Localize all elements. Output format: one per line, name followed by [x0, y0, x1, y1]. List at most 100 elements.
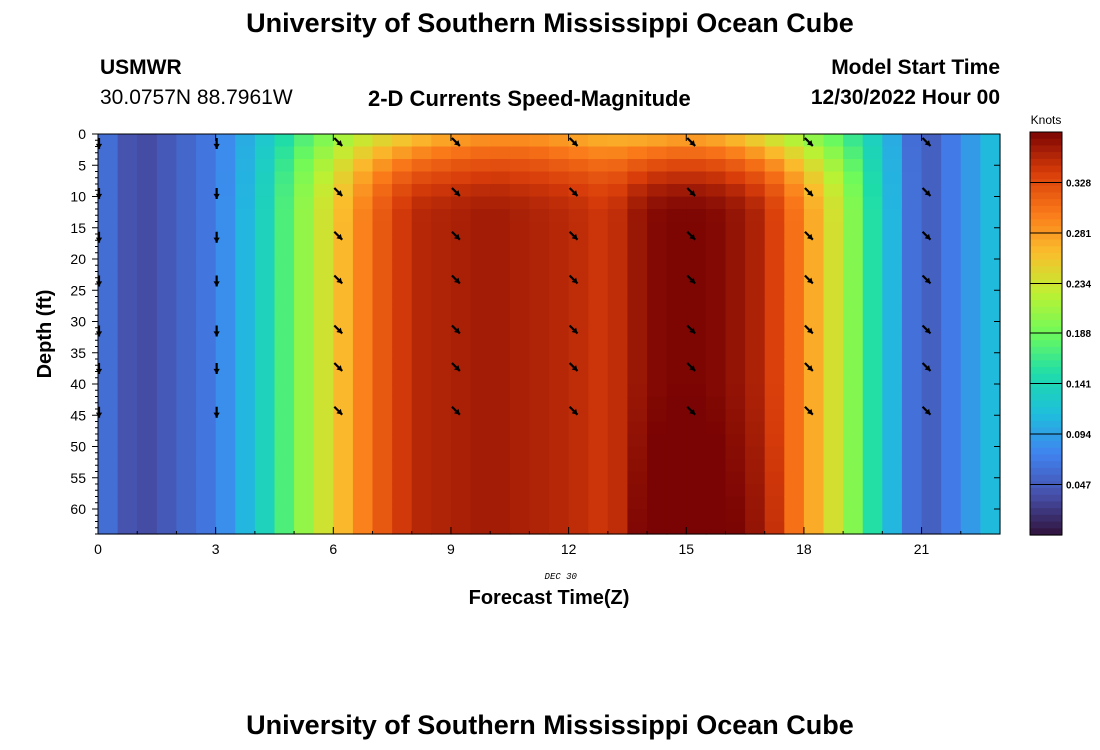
heatmap-cell: [490, 346, 511, 360]
heatmap-cell: [862, 471, 883, 485]
heatmap-cell: [490, 196, 511, 210]
heatmap-cell: [274, 496, 295, 510]
heatmap-cell: [196, 459, 217, 473]
heatmap-cell: [313, 471, 334, 485]
heatmap-cell: [98, 484, 119, 498]
heatmap-cell: [352, 384, 374, 398]
heatmap-cell: [921, 446, 942, 460]
heatmap-cell: [470, 371, 491, 385]
heatmap-cell: [235, 371, 256, 385]
heatmap-cell: [784, 271, 805, 285]
heatmap-cell: [627, 309, 648, 323]
heatmap-cell: [176, 146, 197, 160]
heatmap-cell: [274, 459, 295, 473]
heatmap-cell: [470, 184, 491, 198]
heatmap-cell: [705, 421, 727, 435]
heatmap-cell: [980, 171, 1001, 185]
heatmap-cell: [294, 396, 315, 410]
heatmap-cell: [666, 271, 687, 285]
heatmap-cell: [647, 459, 668, 473]
heatmap-cell: [274, 409, 295, 423]
heatmap-cell: [176, 496, 197, 510]
heatmap-cell: [431, 159, 452, 173]
heatmap-cell: [431, 371, 452, 385]
heatmap-cell: [803, 421, 825, 435]
heatmap-cell: [431, 271, 452, 285]
heatmap-cell: [666, 521, 687, 535]
heatmap-cell: [666, 259, 687, 273]
heatmap-cell: [725, 271, 746, 285]
heatmap-cell: [392, 209, 413, 223]
heatmap-cell: [568, 259, 589, 273]
heatmap-cell: [529, 284, 550, 298]
heatmap-cell: [843, 346, 864, 360]
heatmap-cell: [294, 209, 315, 223]
heatmap-cell: [686, 296, 707, 310]
heatmap-cell: [764, 134, 785, 148]
heatmap-cell: [235, 384, 256, 398]
heatmap-cell: [745, 346, 766, 360]
heatmap-cell: [745, 421, 766, 435]
heatmap-cell: [372, 346, 393, 360]
heatmap-cell: [764, 484, 785, 498]
heatmap-cell: [843, 246, 864, 260]
heatmap-cell: [725, 521, 746, 535]
heatmap-cell: [215, 234, 236, 248]
heatmap-cell: [941, 134, 962, 148]
heatmap-cell: [490, 134, 511, 148]
heatmap-cell: [627, 146, 648, 160]
heatmap-cell: [529, 134, 550, 148]
heatmap-cell: [137, 284, 158, 298]
heatmap-cell: [784, 159, 805, 173]
colorbar-segment: [1030, 508, 1062, 516]
model-start-label: Model Start Time: [831, 56, 1000, 79]
heatmap-cell: [941, 396, 962, 410]
heatmap-cell: [117, 296, 138, 310]
heatmap-cell: [784, 496, 805, 510]
heatmap-cell: [529, 434, 550, 448]
heatmap-cell: [392, 359, 413, 373]
heatmap-cell: [254, 259, 276, 273]
heatmap-cell: [921, 434, 942, 448]
heatmap-cell: [294, 309, 315, 323]
heatmap-cell: [313, 196, 334, 210]
heatmap-cell: [333, 509, 354, 523]
heatmap-cell: [705, 259, 727, 273]
heatmap-cell: [137, 421, 158, 435]
heatmap-cell: [274, 159, 295, 173]
heatmap-cell: [431, 259, 452, 273]
heatmap-cell: [470, 134, 491, 148]
heatmap-cell: [549, 234, 570, 248]
heatmap-cell: [196, 359, 217, 373]
heatmap-cell: [921, 346, 942, 360]
heatmap-cell: [568, 221, 589, 235]
vector-arrow: [213, 281, 220, 287]
heatmap-cell: [392, 409, 413, 423]
heatmap-cell: [156, 171, 178, 185]
x-tick-label: 15: [678, 541, 694, 557]
heatmap-cell: [117, 271, 138, 285]
heatmap-cell: [372, 484, 393, 498]
heatmap-cell: [509, 496, 530, 510]
heatmap-cell: [549, 134, 570, 148]
heatmap-cell: [549, 496, 570, 510]
heatmap-cell: [156, 409, 178, 423]
heatmap-cell: [725, 421, 746, 435]
heatmap-cell: [823, 271, 844, 285]
heatmap-cell: [294, 371, 315, 385]
colorbar: [1030, 132, 1062, 536]
heatmap-cell: [725, 496, 746, 510]
heatmap-cell: [411, 509, 432, 523]
heatmap-cell: [941, 171, 962, 185]
heatmap-cell: [960, 196, 981, 210]
heatmap-cell: [666, 359, 687, 373]
heatmap-cell: [313, 434, 334, 448]
heatmap-cell: [745, 521, 766, 535]
heatmap-cell: [588, 471, 609, 485]
heatmap-cell: [960, 221, 981, 235]
heatmap-cell: [490, 234, 511, 248]
heatmap-cell: [666, 346, 687, 360]
heatmap-cell: [509, 359, 530, 373]
colorbar-tick-label: 0.328: [1066, 179, 1091, 190]
heatmap-cell: [705, 196, 727, 210]
